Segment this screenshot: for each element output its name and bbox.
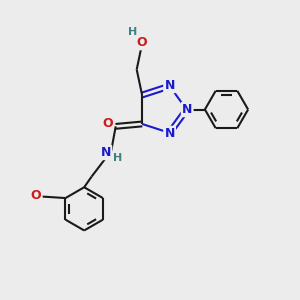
Text: O: O bbox=[102, 117, 112, 130]
Text: N: N bbox=[164, 127, 175, 140]
Text: N: N bbox=[164, 79, 175, 92]
Text: H: H bbox=[113, 153, 122, 163]
Text: H: H bbox=[128, 27, 137, 37]
Text: O: O bbox=[136, 36, 146, 49]
Text: N: N bbox=[100, 146, 111, 159]
Text: N: N bbox=[182, 103, 192, 116]
Text: O: O bbox=[31, 189, 41, 202]
